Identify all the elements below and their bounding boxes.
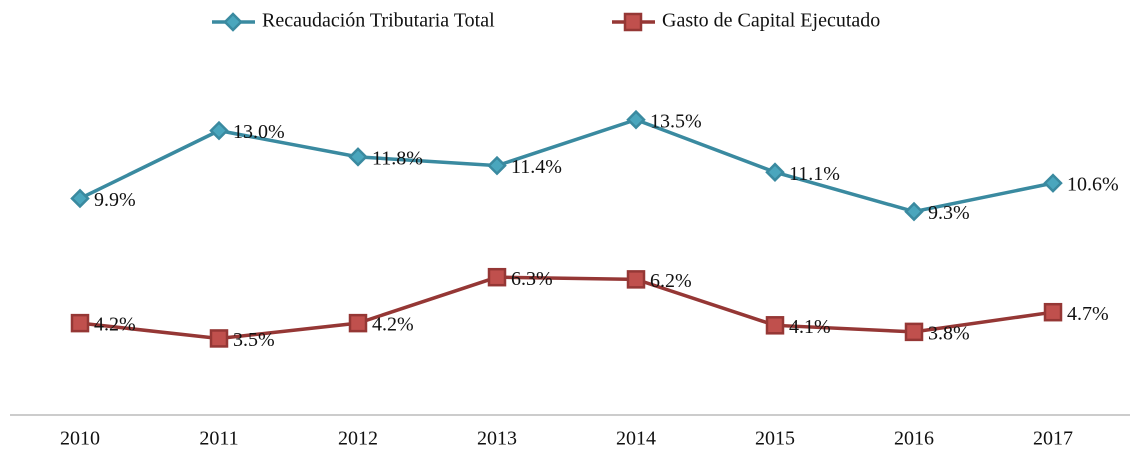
x-tick-label: 2015 bbox=[755, 428, 795, 450]
legend-label: Gasto de Capital Ejecutado bbox=[662, 10, 880, 32]
data-label: 4.2% bbox=[94, 314, 136, 336]
data-point bbox=[765, 162, 785, 182]
data-point bbox=[209, 120, 229, 141]
x-tick-label: 2017 bbox=[1033, 428, 1073, 450]
data-point bbox=[626, 270, 646, 289]
data-label: 4.7% bbox=[1067, 303, 1109, 325]
data-label: 11.1% bbox=[789, 163, 840, 185]
legend-label: Recaudación Tributaria Total bbox=[262, 10, 495, 32]
data-label: 3.8% bbox=[928, 322, 970, 344]
data-label: 13.5% bbox=[650, 110, 702, 132]
data-point bbox=[904, 322, 924, 342]
data-point bbox=[209, 329, 229, 348]
data-point bbox=[70, 188, 90, 209]
data-point bbox=[1043, 173, 1063, 193]
x-tick-label: 2016 bbox=[894, 428, 934, 450]
x-tick-label: 2013 bbox=[477, 428, 517, 450]
data-point bbox=[348, 147, 368, 167]
series-line bbox=[79, 275, 1054, 341]
data-label: 11.8% bbox=[372, 147, 423, 169]
data-point bbox=[1043, 302, 1063, 322]
data-point bbox=[487, 267, 507, 287]
data-point bbox=[904, 201, 924, 222]
data-point bbox=[487, 155, 507, 176]
legend-marker bbox=[223, 12, 243, 32]
data-label: 4.1% bbox=[789, 316, 831, 338]
data-label: 13.0% bbox=[233, 121, 285, 143]
data-label: 9.9% bbox=[94, 189, 136, 211]
data-label: 11.4% bbox=[511, 156, 562, 178]
data-label: 4.2% bbox=[372, 314, 414, 336]
data-label: 3.5% bbox=[233, 329, 275, 351]
data-point bbox=[626, 109, 646, 130]
data-label: 6.2% bbox=[650, 270, 692, 292]
data-label: 6.3% bbox=[511, 268, 553, 290]
x-tick-label: 2012 bbox=[338, 428, 378, 450]
legend-marker bbox=[623, 12, 643, 32]
series-line bbox=[79, 117, 1054, 214]
x-tick-label: 2010 bbox=[60, 428, 100, 450]
x-tick-label: 2011 bbox=[199, 428, 238, 450]
data-point bbox=[765, 316, 785, 335]
data-point bbox=[70, 313, 90, 333]
data-label: 9.3% bbox=[928, 202, 970, 224]
data-point bbox=[348, 313, 368, 333]
data-label: 10.6% bbox=[1067, 174, 1119, 196]
x-tick-label: 2014 bbox=[616, 428, 656, 450]
